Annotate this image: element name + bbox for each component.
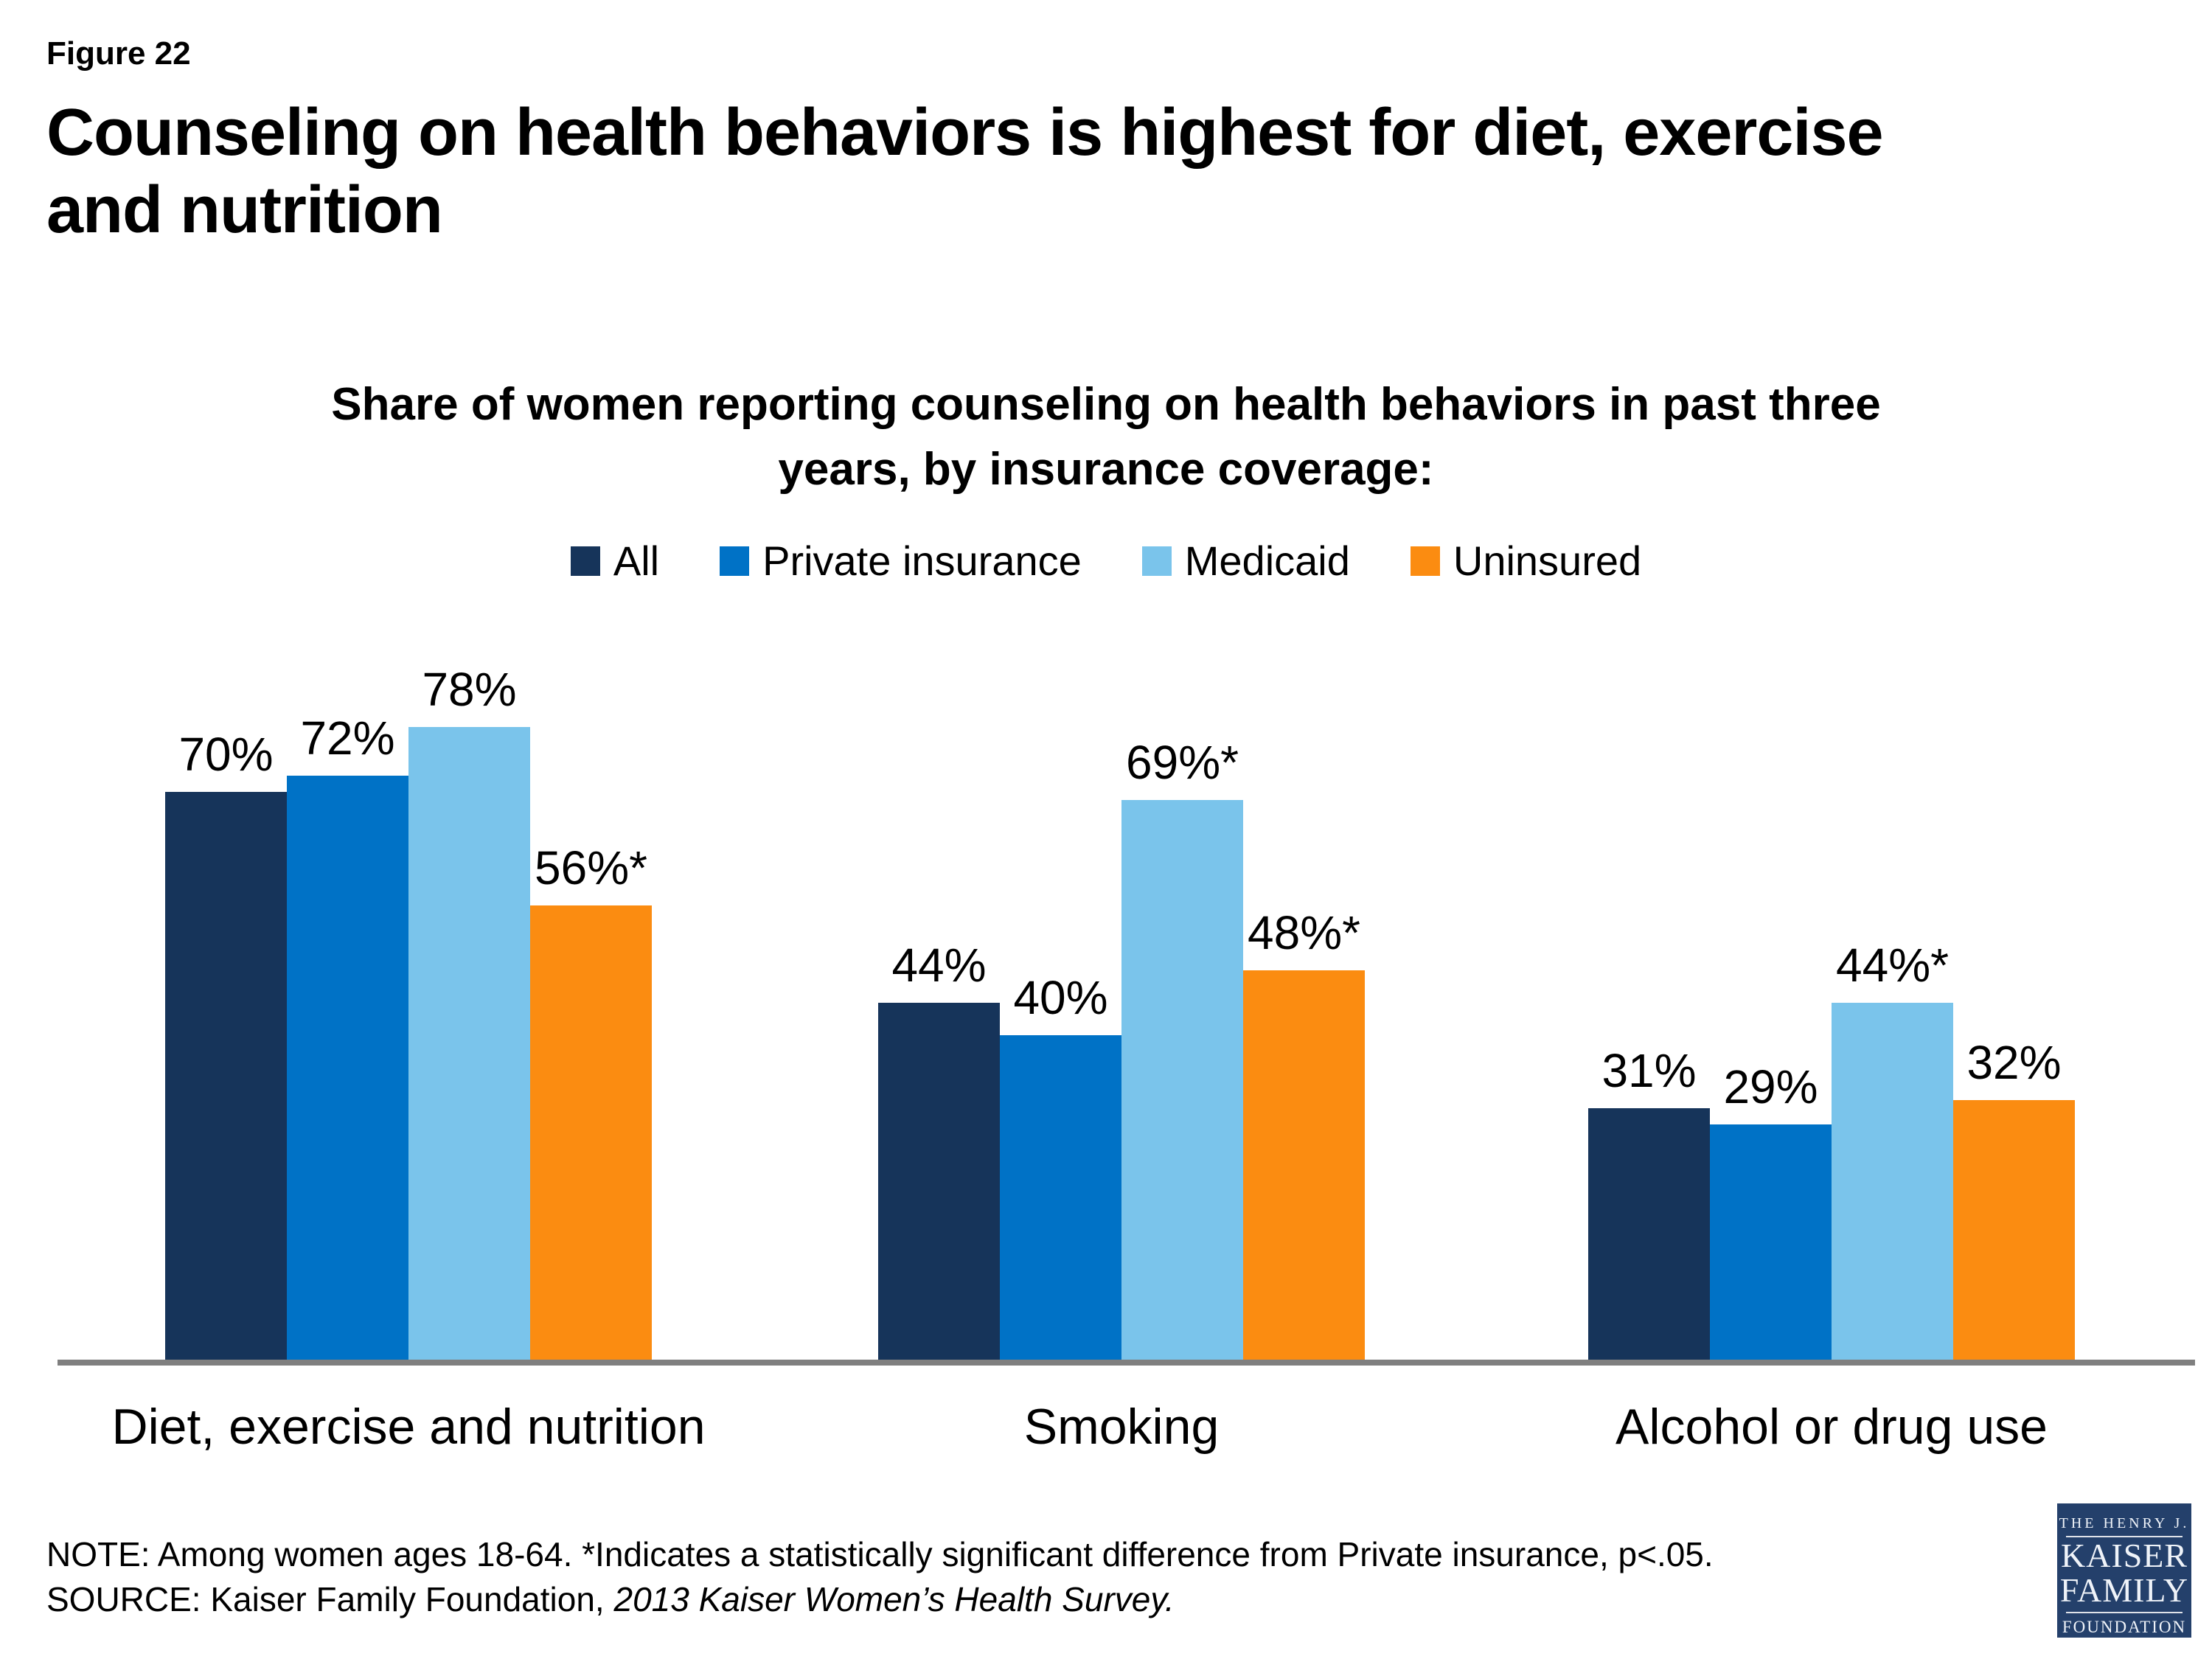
subtitle-line-2: years, by insurance coverage: [778, 444, 1434, 495]
source-prefix: SOURCE: Kaiser Family Foundation, [46, 1579, 614, 1618]
bar-group-3: 31% 29% 44%* 32% Alcohol or drug use [1588, 549, 2075, 1455]
bar-uninsured: 32% [1953, 1036, 2075, 1360]
title-line-1: Counseling on health behaviors is highes… [46, 96, 1884, 170]
legend-swatch-icon [570, 546, 600, 576]
bar-value-label: 31% [1601, 1044, 1697, 1097]
legend-label: Private insurance [762, 538, 1082, 584]
source-italic: 2013 Kaiser Women’s Health Survey. [613, 1579, 1175, 1618]
bar-group-1: 70% 72% 78% 56%* Diet, exercise and nutritio… [111, 549, 705, 1455]
bar-value-label: 56%* [535, 841, 647, 894]
note-line: NOTE: Among women ages 18-64. *Indicates… [46, 1535, 1714, 1573]
logo-line-4: FOUNDATION [2062, 1617, 2187, 1636]
logo-rule-bottom [2066, 1611, 2183, 1613]
chart-subtitle: Share of women reporting counseling on h… [0, 372, 2212, 502]
bar-value-label: 29% [1723, 1060, 1818, 1113]
bar-private-insurance: 29% [1710, 1060, 1832, 1360]
bar-group-2: 44% 40% 69%* 48%* Smoking [878, 549, 1365, 1455]
legend-item-medicaid: Medicaid [1141, 537, 1350, 585]
figure-label: Figure 22 [46, 35, 191, 72]
logo-line-1: THE HENRY J. [2059, 1515, 2190, 1531]
bar-all: 31% [1588, 1044, 1710, 1360]
legend-swatch-icon [720, 546, 750, 576]
kff-logo: THE HENRY J. KAISER FAMILY FOUNDATION [2057, 1503, 2191, 1638]
bar-private-insurance: 72% [287, 712, 408, 1360]
legend-item-all: All [570, 537, 660, 585]
subtitle-line-1: Share of women reporting counseling on h… [331, 379, 1881, 430]
bar-uninsured: 56%* [530, 841, 652, 1360]
page-title: Counseling on health behaviors is highes… [46, 94, 1884, 250]
category-label: Diet, exercise and nutrition [111, 1399, 706, 1455]
legend-item-private-insurance: Private insurance [720, 537, 1082, 585]
bar-medicaid: 78% [408, 663, 530, 1360]
bar-value-label: 72% [300, 712, 395, 765]
bar-private-insurance: 40% [1000, 971, 1121, 1360]
bar-value-label: 48%* [1248, 906, 1360, 959]
logo-line-2: KAISER [2060, 1537, 2188, 1574]
logo-line-3: FAMILY [2059, 1571, 2189, 1609]
legend-swatch-icon [1141, 546, 1172, 576]
legend-label: Uninsured [1453, 538, 1642, 584]
category-label: Smoking [1023, 1399, 1220, 1455]
bar-medicaid: 44%* [1832, 939, 1953, 1360]
bar-value-label: 44% [891, 939, 987, 992]
bar-uninsured: 48%* [1243, 906, 1365, 1360]
plot-area: 70% 72% 78% 56%* Diet, exercise and nutritio… [58, 549, 2195, 1455]
bar-medicaid: 69%* [1121, 736, 1243, 1360]
legend-item-uninsured: Uninsured [1410, 537, 1642, 585]
title-line-2: and nutrition [46, 173, 443, 248]
legend-swatch-icon [1410, 546, 1440, 576]
bar-value-label: 44%* [1836, 939, 1949, 992]
bar-value-label: 69%* [1126, 736, 1239, 789]
category-label: Alcohol or drug use [1615, 1399, 2048, 1455]
bar-value-label: 40% [1013, 971, 1108, 1024]
bar-all: 70% [165, 728, 287, 1360]
legend-label: All [613, 538, 660, 584]
legend: All Private insurance Medicaid Uninsured [0, 537, 2212, 585]
bar-value-label: 32% [1966, 1036, 2062, 1089]
bar-value-label: 78% [422, 663, 517, 716]
legend-label: Medicaid [1184, 538, 1350, 584]
footnote: NOTE: Among women ages 18-64. *Indicates… [46, 1532, 1714, 1621]
logo-rule-top [2066, 1536, 2183, 1537]
bar-all: 44% [878, 939, 1000, 1360]
bar-value-label: 70% [178, 728, 274, 781]
source-line: SOURCE: Kaiser Family Foundation, 2013 K… [46, 1577, 1714, 1622]
